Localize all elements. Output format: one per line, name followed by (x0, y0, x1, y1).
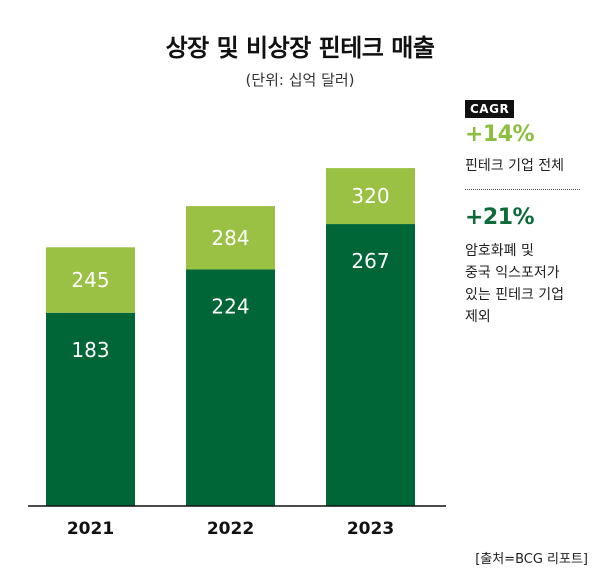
x-tick-label-2022: 2022 (207, 519, 254, 539)
data-label-lower-2021: 183 (71, 338, 109, 362)
data-label-lower-2023: 267 (351, 249, 389, 273)
x-tick-label-2023: 2023 (347, 519, 394, 539)
bar-lower-2022 (186, 269, 275, 506)
cagr-excluding-value: +21% (465, 205, 535, 230)
bar-lower-2023 (326, 224, 415, 506)
bar-upper-2021 (46, 247, 135, 313)
source-note: [출처=BCG 리포트] (475, 552, 588, 567)
cagr-total-value: +14% (465, 122, 535, 147)
data-label-upper-2023: 320 (351, 184, 389, 208)
chart-subtitle: (단위: 십억 달러) (245, 71, 355, 89)
bar-lower-2021 (46, 312, 135, 506)
x-tick-label-2021: 2021 (67, 519, 114, 539)
cagr-badge: CAGR (465, 100, 515, 118)
cagr-divider (465, 189, 580, 190)
cagr-total-description: 핀테크 기업 전체 (465, 158, 565, 174)
bar-upper-2022 (186, 206, 275, 270)
data-label-upper-2021: 245 (71, 268, 109, 292)
bar-upper-2023 (326, 168, 415, 225)
data-label-lower-2022: 224 (211, 294, 249, 318)
chart-title: 상장 및 비상장 핀테크 매출 (165, 34, 435, 62)
cagr-excluding-description: 암호화폐 및 중국 익스포저가 있는 핀테크 기업 제외 (465, 243, 565, 325)
data-label-upper-2022: 284 (211, 226, 249, 250)
